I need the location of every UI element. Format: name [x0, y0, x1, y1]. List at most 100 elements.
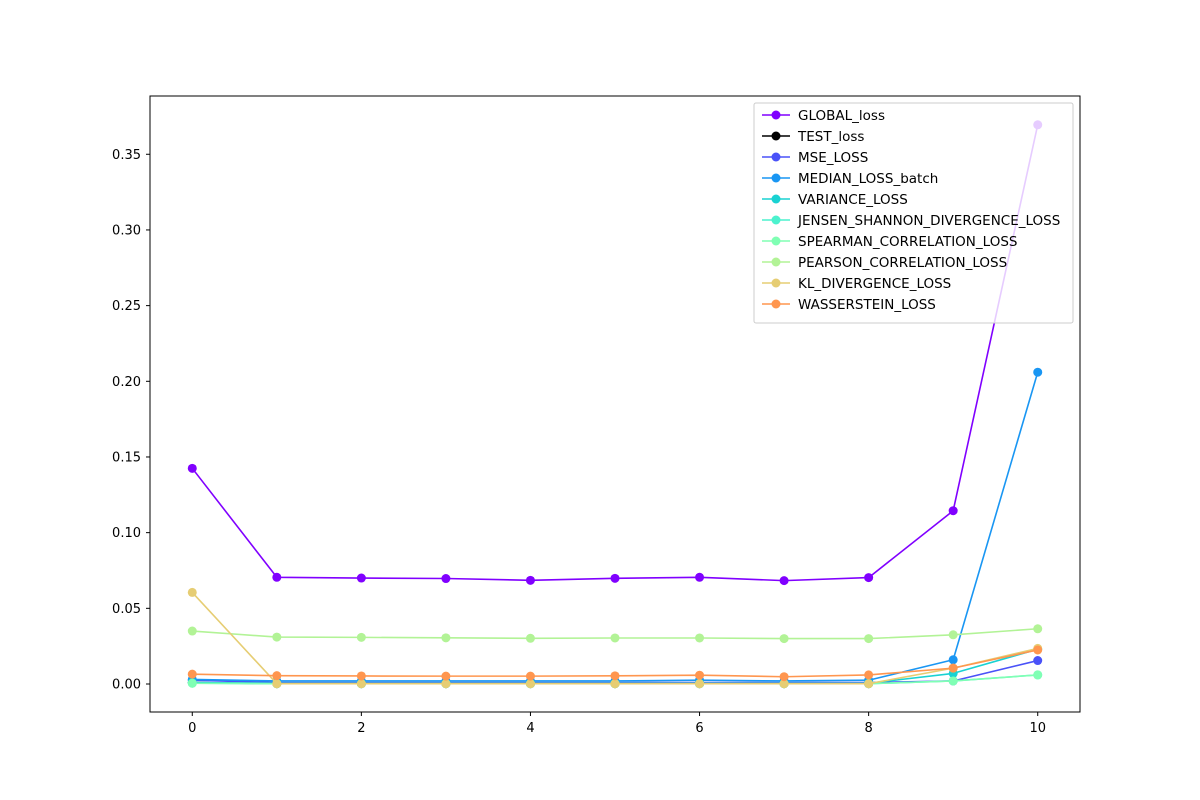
legend-item: WASSERSTEIN_LOSS [762, 297, 936, 313]
data-point [272, 671, 282, 681]
y-tick-label: 0.05 [112, 602, 141, 617]
legend-item: KL_DIVERGENCE_LOSS [762, 276, 951, 292]
y-tick-label: 0.35 [112, 148, 141, 163]
legend-item: TEST_loss [762, 129, 864, 145]
data-point [779, 672, 789, 682]
legend-label: KL_DIVERGENCE_LOSS [798, 276, 951, 292]
y-tick-label: 0.10 [112, 526, 141, 541]
data-point [1033, 656, 1043, 666]
legend-box [753, 102, 1074, 324]
series-layer [187, 120, 1043, 689]
data-point [695, 633, 705, 643]
legend-label: MEDIAN_LOSS_batch [798, 171, 938, 187]
data-point [187, 669, 197, 679]
data-point [441, 633, 451, 643]
series-GLOBAL_loss [187, 120, 1043, 586]
legend-marker [771, 110, 781, 120]
legend-label: WASSERSTEIN_LOSS [798, 297, 936, 313]
data-point [187, 626, 197, 636]
x-tick-label: 0 [188, 721, 196, 736]
legend-label: TEST_loss [797, 129, 864, 145]
legend-marker [771, 194, 781, 204]
data-point [272, 632, 282, 642]
y-axis: 0.00 0.05 0.10 0.15 0.20 0.25 0.30 0.35 [112, 148, 150, 693]
legend-item: MSE_LOSS [762, 150, 868, 166]
legend-marker [771, 278, 781, 288]
data-point [1033, 367, 1043, 377]
x-tick-label: 10 [1029, 721, 1046, 736]
legend-label: VARIANCE_LOSS [798, 192, 908, 208]
data-point [1033, 645, 1043, 655]
data-point [864, 670, 874, 680]
data-point [948, 506, 958, 516]
data-point [525, 671, 535, 681]
x-tick-label: 6 [695, 721, 703, 736]
series-PEARSON_CORRELATION_LOSS [187, 624, 1043, 644]
data-point [441, 679, 451, 689]
data-point [187, 587, 197, 597]
x-tick-label: 2 [357, 721, 365, 736]
data-point [948, 676, 958, 686]
legend-item: GLOBAL_loss [762, 108, 885, 124]
legend-marker [771, 131, 781, 141]
data-point [272, 572, 282, 582]
data-point [272, 679, 282, 689]
y-tick-label: 0.00 [112, 678, 141, 693]
legend-marker [771, 257, 781, 267]
legend-marker [771, 236, 781, 246]
data-point [948, 655, 958, 665]
data-point [525, 679, 535, 689]
y-tick-label: 0.15 [112, 450, 141, 465]
legend-label: MSE_LOSS [798, 150, 868, 166]
data-point [525, 633, 535, 643]
legend-item: SPEARMAN_CORRELATION_LOSS [762, 234, 1017, 250]
legend-label: SPEARMAN_CORRELATION_LOSS [798, 234, 1017, 250]
data-point [610, 671, 620, 681]
legend-item: JENSEN_SHANNON_DIVERGENCE_LOSS [762, 213, 1060, 229]
legend-label: JENSEN_SHANNON_DIVERGENCE_LOSS [797, 213, 1060, 229]
legend-item: PEARSON_CORRELATION_LOSS [762, 255, 1007, 271]
legend-marker [771, 152, 781, 162]
legend-marker [771, 299, 781, 309]
data-point [864, 679, 874, 689]
data-point [779, 679, 789, 689]
legend: GLOBAL_loss TEST_loss MSE_LOSS MEDIAN_LOSS_… [753, 102, 1074, 324]
legend-marker [771, 173, 781, 183]
data-point [779, 634, 789, 644]
y-tick-label: 0.30 [112, 223, 141, 238]
legend-label: PEARSON_CORRELATION_LOSS [798, 255, 1007, 271]
data-point [356, 671, 366, 681]
data-point [356, 573, 366, 583]
legend-marker [771, 215, 781, 225]
data-point [864, 573, 874, 583]
data-point [1033, 670, 1043, 680]
data-point [441, 574, 451, 584]
data-point [610, 679, 620, 689]
data-point [1033, 624, 1043, 634]
data-point [187, 678, 197, 688]
y-tick-label: 0.20 [112, 375, 141, 390]
legend-item: VARIANCE_LOSS [762, 192, 908, 208]
data-point [779, 576, 789, 586]
data-point [695, 572, 705, 582]
x-tick-label: 4 [526, 721, 534, 736]
series-WASSERSTEIN_LOSS [187, 645, 1043, 682]
data-point [610, 633, 620, 643]
data-point [356, 679, 366, 689]
data-point [356, 632, 366, 642]
data-point [948, 663, 958, 673]
legend-item: MEDIAN_LOSS_batch [762, 171, 938, 187]
y-tick-label: 0.25 [112, 299, 141, 314]
data-point [187, 463, 197, 473]
data-point [948, 630, 958, 640]
data-point [525, 575, 535, 585]
x-tick-label: 8 [864, 721, 872, 736]
x-axis: 0 2 4 6 8 10 [188, 712, 1046, 736]
data-point [441, 671, 451, 681]
data-point [695, 679, 705, 689]
data-point [695, 670, 705, 680]
data-point [864, 634, 874, 644]
data-point [610, 573, 620, 583]
legend-label: GLOBAL_loss [798, 108, 885, 124]
